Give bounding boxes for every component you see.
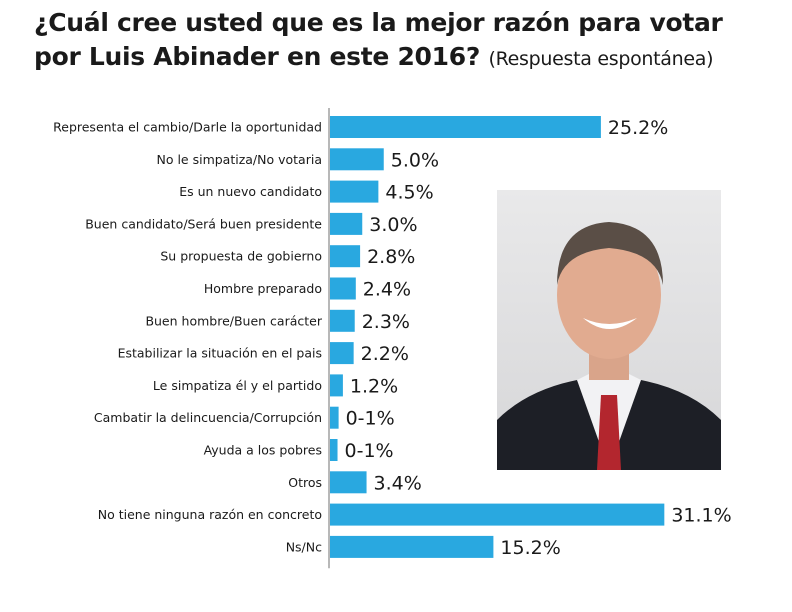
bar xyxy=(330,116,601,138)
bar xyxy=(330,503,665,526)
data-label: 0-1% xyxy=(345,440,394,462)
bar xyxy=(330,471,367,494)
category-label: Es un nuevo candidato xyxy=(179,184,322,199)
category-label: Le simpatiza él y el partido xyxy=(153,378,322,393)
bar xyxy=(330,342,354,365)
data-label: 2.8% xyxy=(367,246,415,268)
data-label: 3.4% xyxy=(374,472,422,494)
portrait-photo xyxy=(497,190,721,470)
data-label: 2.2% xyxy=(361,343,409,365)
category-label: Ayuda a los pobres xyxy=(204,443,322,458)
bar xyxy=(330,406,339,429)
chart-title: ¿Cuál cree usted que es la mejor razón p… xyxy=(34,6,774,76)
category-label: No le simpatiza/No votaria xyxy=(156,152,322,167)
bar xyxy=(330,374,343,397)
data-label: 25.2% xyxy=(608,117,668,139)
category-label: Cambatir la delincuencia/Corrupción xyxy=(94,410,322,425)
data-label: 4.5% xyxy=(385,182,433,204)
bar xyxy=(330,277,356,300)
chart-subtitle: (Respuesta espontánea) xyxy=(488,48,714,70)
category-label: Hombre preparado xyxy=(204,281,322,296)
bar xyxy=(330,535,494,558)
data-label: 2.3% xyxy=(362,311,410,333)
bar xyxy=(330,439,338,461)
category-label: Estabilizar la situación en el pais xyxy=(118,346,322,361)
category-label: Ns/Nc xyxy=(286,539,322,554)
bar xyxy=(330,180,379,203)
category-label: Su propuesta de gobierno xyxy=(160,249,322,264)
portrait-illustration xyxy=(497,222,721,470)
data-label: 2.4% xyxy=(363,279,411,301)
title-text: ¿Cuál cree usted que es la mejor razón p… xyxy=(34,8,723,71)
data-label: 15.2% xyxy=(500,537,560,559)
bar xyxy=(330,245,361,268)
data-label: 1.2% xyxy=(350,375,398,397)
bar xyxy=(330,212,363,235)
category-label: Buen hombre/Buen carácter xyxy=(145,313,322,328)
category-label: Representa el cambio/Darle la oportunida… xyxy=(53,120,322,135)
data-label: 3.0% xyxy=(369,214,417,236)
category-label: No tiene ninguna razón en concreto xyxy=(98,507,322,522)
data-label: 0-1% xyxy=(346,408,395,430)
bar xyxy=(330,309,355,332)
data-label: 5.0% xyxy=(391,149,439,171)
category-label: Buen candidato/Será buen presidente xyxy=(85,216,322,231)
data-label: 31.1% xyxy=(671,505,731,527)
bar xyxy=(330,148,384,171)
category-label: Otros xyxy=(288,475,322,490)
